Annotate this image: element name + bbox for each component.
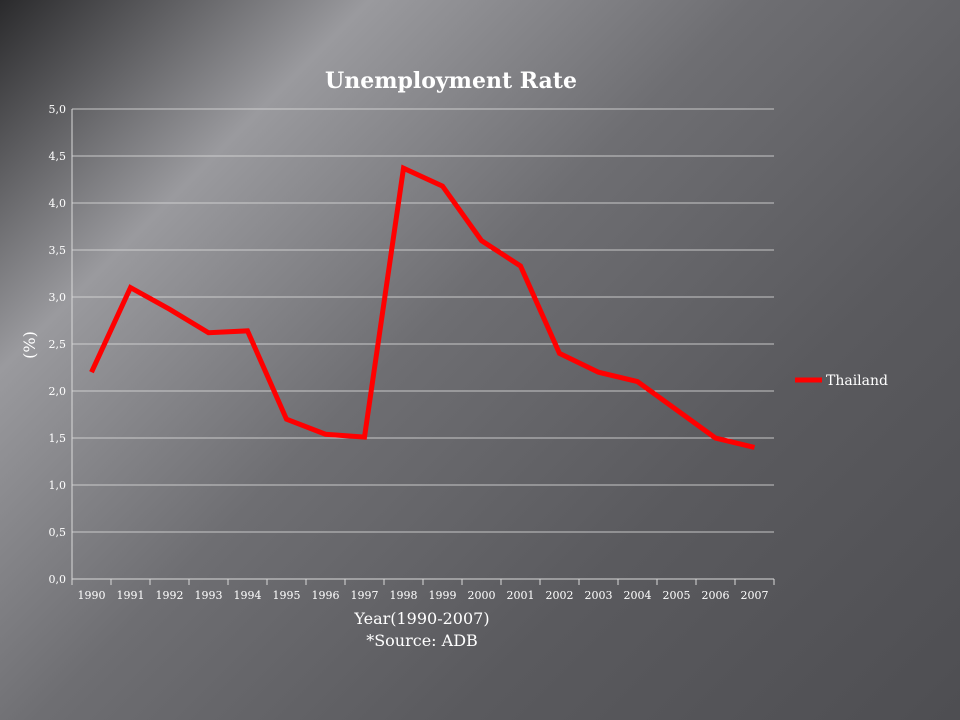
y-axis-ticks: 0,0 0,5 1,0 1,5 2,0 2,5 3,0 3,5 4,0 4,5 5,0: [49, 103, 67, 586]
x-tick-label: 1990: [78, 589, 106, 602]
x-axis-label: Year(1990-2007): [353, 609, 489, 628]
x-tick-label: 2000: [468, 589, 496, 602]
y-axis-label: (%): [20, 331, 39, 359]
series-layer: [89, 164, 756, 450]
x-tick-label: 2004: [624, 589, 652, 602]
y-tick-label: 0,0: [49, 573, 67, 586]
y-tick-label: 2,5: [49, 338, 67, 351]
x-tick-label: 1992: [156, 589, 184, 602]
y-tick-label: 5,0: [49, 103, 67, 116]
x-tick-label: 2002: [546, 589, 574, 602]
x-tick-label: 2007: [741, 589, 769, 602]
x-tick-label: 1997: [351, 589, 379, 602]
y-tick-label: 1,5: [49, 432, 67, 445]
y-tick-label: 1,0: [49, 479, 67, 492]
y-tick-label: 4,0: [49, 197, 67, 210]
legend: Thailand: [795, 373, 888, 389]
y-tick-label: 0,5: [49, 526, 67, 539]
x-tick-label: 1991: [117, 589, 145, 602]
x-axis-ticks: 1990 1991 1992 1993 1994 1995 1996 1997 1998 1999…: [71, 579, 775, 602]
legend-label-thailand: Thailand: [826, 373, 888, 389]
x-tick-label: 2006: [702, 589, 730, 602]
y-tick-label: 2,0: [49, 385, 67, 398]
y-tick-label: 3,5: [49, 244, 67, 257]
x-tick-label: 1995: [273, 589, 301, 602]
chart-title: Unemployment Rate: [325, 68, 577, 94]
y-tick-label: 4,5: [49, 150, 67, 163]
x-tick-label: 1993: [195, 589, 223, 602]
x-tick-label: 2001: [507, 589, 535, 602]
x-tick-label: 1998: [390, 589, 418, 602]
x-tick-label: 2003: [585, 589, 613, 602]
y-tick-label: 3,0: [49, 291, 67, 304]
series-line-thailand: [89, 164, 756, 450]
x-tick-label: 1996: [312, 589, 340, 602]
x-tick-label: 2005: [663, 589, 691, 602]
x-tick-label: 1999: [429, 589, 457, 602]
x-tick-label: 1994: [234, 589, 262, 602]
source-note: *Source: ADB: [366, 631, 478, 650]
